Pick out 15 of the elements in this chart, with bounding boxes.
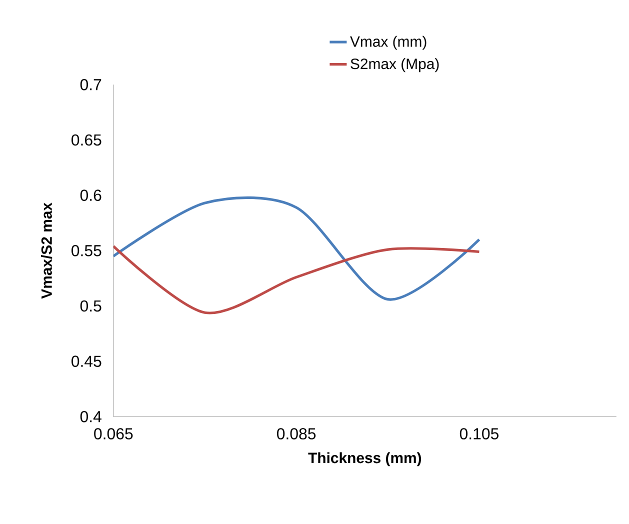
- y-axis-title: Vmax/S2 max: [40, 202, 52, 299]
- x-tick-label: 0.065: [94, 428, 133, 440]
- x-tick-label: 0.085: [277, 428, 316, 440]
- y-tick-label: 0.45: [72, 356, 102, 367]
- legend-label: Vmax (mm): [350, 36, 426, 50]
- y-tick-label: 0.6: [80, 190, 102, 201]
- x-tick-label: 0.105: [460, 428, 498, 440]
- line-series: [113, 244, 481, 314]
- legend-label: S2max (Mpa): [350, 58, 439, 72]
- x-axis-title: Thickness (mm): [308, 452, 422, 466]
- y-tick-label: 0.7: [80, 79, 102, 90]
- y-tick-label: 0.55: [72, 245, 102, 256]
- y-tick-label: 0.65: [72, 134, 102, 146]
- y-tick-label: 0.5: [80, 300, 102, 312]
- y-tick-label: 0.4: [80, 411, 102, 422]
